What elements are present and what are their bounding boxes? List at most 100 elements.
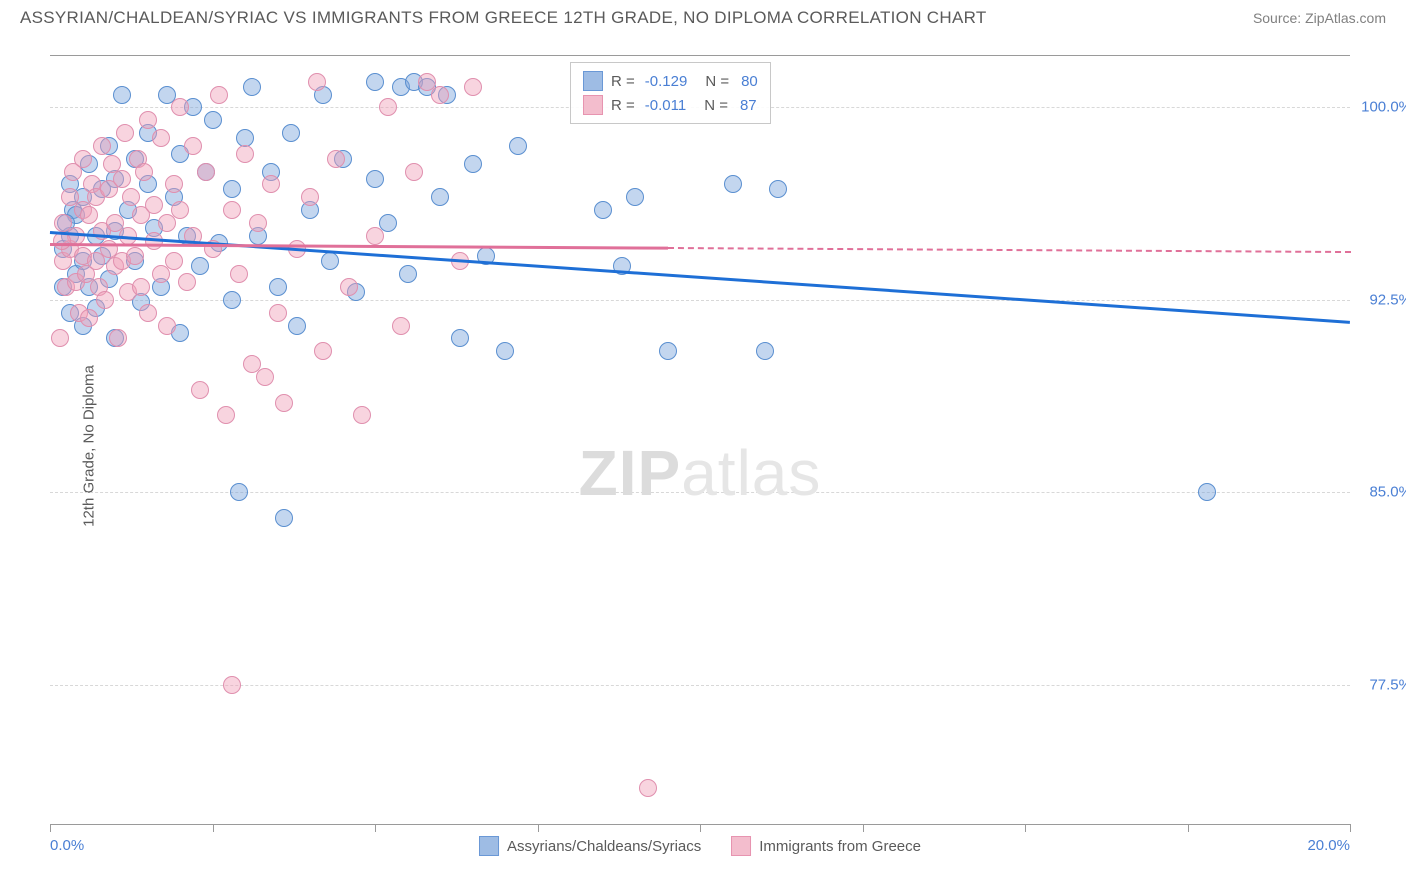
scatter-point	[301, 188, 319, 206]
scatter-point	[639, 779, 657, 797]
scatter-point	[113, 86, 131, 104]
scatter-point	[230, 483, 248, 501]
scatter-point	[451, 329, 469, 347]
scatter-point	[724, 175, 742, 193]
scatter-point	[132, 278, 150, 296]
scatter-point	[122, 188, 140, 206]
scatter-point	[191, 381, 209, 399]
series-b-name: Immigrants from Greece	[759, 838, 921, 855]
scatter-point	[327, 150, 345, 168]
scatter-point	[275, 509, 293, 527]
scatter-point	[288, 317, 306, 335]
y-tick-label: 85.0%	[1369, 484, 1406, 501]
x-tick	[1188, 824, 1189, 832]
scatter-point	[165, 252, 183, 270]
scatter-point	[756, 342, 774, 360]
scatter-point	[340, 278, 358, 296]
scatter-point	[308, 73, 326, 91]
legend-item-series-b: Immigrants from Greece	[731, 836, 921, 856]
scatter-point	[464, 78, 482, 96]
scatter-point	[366, 73, 384, 91]
scatter-point	[158, 317, 176, 335]
scatter-point	[1198, 483, 1216, 501]
y-tick-label: 92.5%	[1369, 291, 1406, 308]
scatter-point	[230, 265, 248, 283]
trend-line	[50, 243, 668, 249]
scatter-point	[659, 342, 677, 360]
watermark-atlas: atlas	[681, 437, 821, 509]
scatter-point	[243, 78, 261, 96]
scatter-point	[126, 247, 144, 265]
legend-n-label: N =	[704, 97, 728, 114]
x-tick-label: 0.0%	[50, 837, 84, 854]
scatter-point	[139, 304, 157, 322]
scatter-point	[93, 137, 111, 155]
scatter-point	[51, 329, 69, 347]
scatter-point	[109, 329, 127, 347]
scatter-point	[366, 227, 384, 245]
scatter-point	[594, 201, 612, 219]
scatter-point	[262, 175, 280, 193]
legend-r-label: R =	[611, 73, 635, 90]
x-tick-label: 20.0%	[1307, 837, 1350, 854]
scatter-point	[236, 145, 254, 163]
legend-n-value-a: 80	[741, 73, 758, 90]
scatter-point	[165, 175, 183, 193]
gridline-h	[50, 685, 1350, 686]
scatter-point	[80, 206, 98, 224]
chart-area: 77.5%85.0%92.5%100.0% 0.0%20.0% ZIPatlas…	[50, 55, 1350, 825]
swatch-series-b	[731, 836, 751, 856]
scatter-point	[321, 252, 339, 270]
scatter-point	[282, 124, 300, 142]
legend-r-label: R =	[611, 97, 635, 114]
scatter-point	[464, 155, 482, 173]
scatter-point	[152, 129, 170, 147]
swatch-series-a	[479, 836, 499, 856]
scatter-point	[392, 317, 410, 335]
swatch-series-a	[583, 71, 603, 91]
scatter-point	[366, 170, 384, 188]
series-a-name: Assyrians/Chaldeans/Syriacs	[507, 838, 701, 855]
watermark-zip: ZIP	[579, 437, 682, 509]
scatter-point	[223, 291, 241, 309]
scatter-point	[405, 163, 423, 181]
scatter-point	[314, 342, 332, 360]
x-tick	[863, 824, 864, 832]
scatter-point	[135, 163, 153, 181]
scatter-point	[269, 278, 287, 296]
gridline-h	[50, 300, 1350, 301]
scatter-point	[223, 201, 241, 219]
source-label: Source: ZipAtlas.com	[1253, 10, 1386, 26]
scatter-point	[197, 163, 215, 181]
legend-series: Assyrians/Chaldeans/Syriacs Immigrants f…	[479, 836, 921, 856]
legend-row-series-a: R = -0.129 N = 80	[583, 69, 758, 93]
scatter-point	[269, 304, 287, 322]
scatter-point	[431, 86, 449, 104]
scatter-point	[399, 265, 417, 283]
y-tick-label: 100.0%	[1361, 99, 1406, 116]
scatter-point	[223, 180, 241, 198]
legend-r-value-a: -0.129	[645, 73, 688, 90]
scatter-point	[191, 257, 209, 275]
scatter-point	[210, 86, 228, 104]
scatter-point	[509, 137, 527, 155]
y-tick-label: 77.5%	[1369, 676, 1406, 693]
legend-n-value-b: 87	[740, 97, 757, 114]
x-tick	[213, 824, 214, 832]
scatter-point	[116, 124, 134, 142]
scatter-point	[249, 214, 267, 232]
legend-correlation: R = -0.129 N = 80 R = -0.011 N = 87	[570, 62, 771, 124]
scatter-point	[113, 170, 131, 188]
x-tick	[1025, 824, 1026, 832]
scatter-point	[379, 98, 397, 116]
x-tick	[50, 824, 51, 832]
scatter-point	[80, 309, 98, 327]
swatch-series-b	[583, 95, 603, 115]
legend-row-series-b: R = -0.011 N = 87	[583, 93, 758, 117]
scatter-point	[496, 342, 514, 360]
scatter-point	[171, 201, 189, 219]
trend-line-dashed	[667, 247, 1349, 253]
scatter-point	[96, 291, 114, 309]
scatter-point	[139, 111, 157, 129]
scatter-point	[171, 98, 189, 116]
